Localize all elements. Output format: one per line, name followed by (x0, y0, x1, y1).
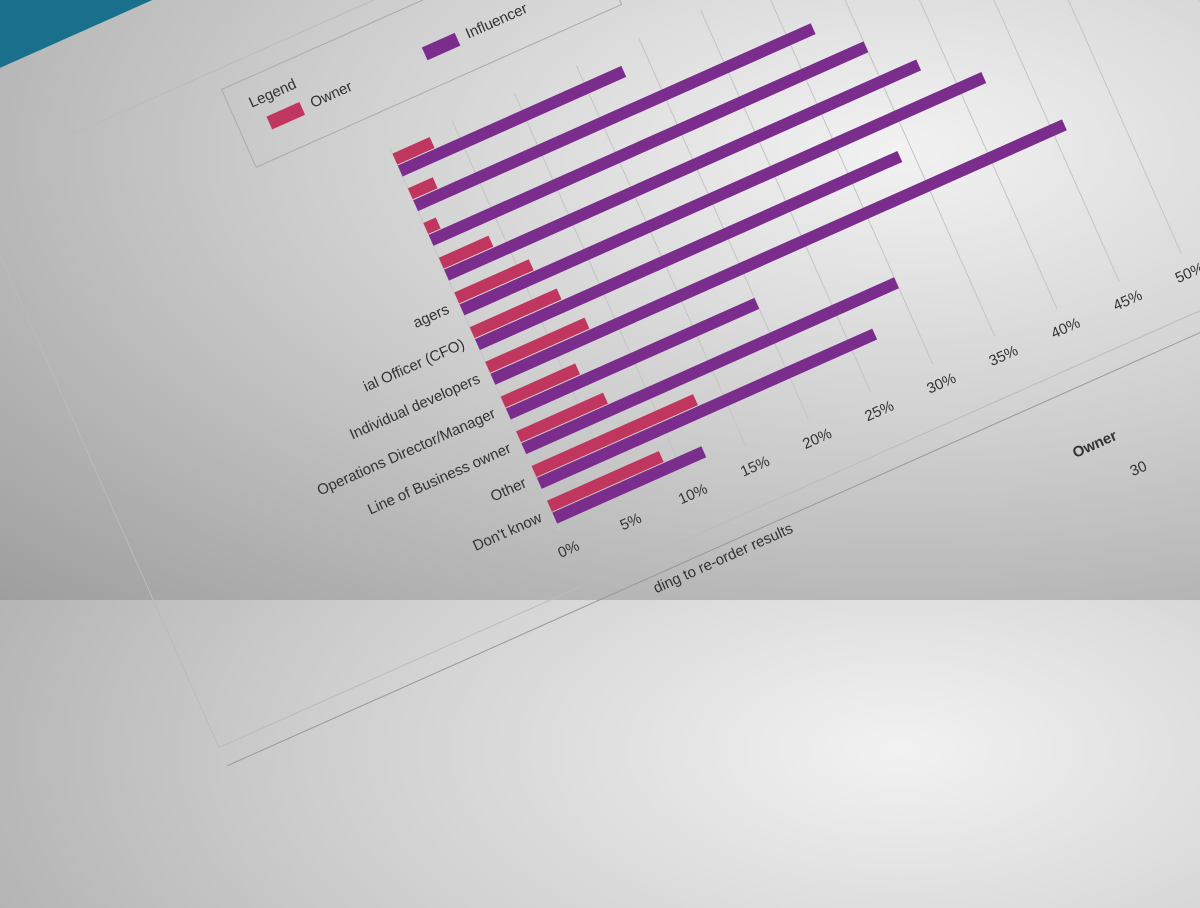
x-tick-label: 5% (617, 510, 644, 534)
legend-swatch (266, 101, 306, 130)
chart: Contact Acco Legend ding to re-order res… (0, 0, 1200, 767)
x-tick-label: 0% (555, 537, 582, 561)
grid-line (700, 9, 872, 392)
bar (392, 137, 435, 165)
grid-line (948, 0, 1120, 282)
legend-label: Influencer (463, 0, 530, 42)
bar (413, 23, 816, 212)
bar (397, 65, 627, 177)
legend-label: Owner (308, 78, 355, 112)
bar (474, 150, 903, 351)
y-tick-label: Other (488, 475, 529, 506)
bar (485, 317, 590, 373)
bar (438, 235, 494, 269)
bar (490, 119, 1067, 385)
bar (505, 297, 760, 420)
x-tick-label: 25% (862, 397, 896, 425)
table-border (226, 277, 1200, 767)
bar (531, 394, 698, 478)
table-cell: 30 (1127, 458, 1149, 480)
x-tick-label: 10% (676, 480, 710, 508)
x-tick-label: 20% (800, 425, 834, 453)
x-tick-label: 15% (738, 453, 772, 481)
grid-line (824, 0, 996, 337)
x-tick-label: 45% (1111, 287, 1145, 315)
bar (459, 72, 987, 316)
bar (423, 217, 441, 235)
grid-line (886, 0, 1058, 309)
grid-line (1010, 0, 1182, 254)
x-tick-label: 35% (986, 342, 1020, 370)
bar (521, 277, 899, 455)
bar (552, 446, 707, 524)
footer-text: ding to re-order results (651, 520, 796, 597)
x-tick-label: 40% (1049, 314, 1083, 342)
nav-bar (0, 0, 260, 181)
chart-panel (0, 0, 1200, 749)
bar (428, 41, 869, 246)
screen: Contact Acco Legend ding to re-order res… (0, 0, 1200, 767)
table-header: Owner (1070, 427, 1120, 462)
x-tick-label: 50% (1173, 259, 1200, 287)
bar (407, 177, 438, 200)
legend-box (220, 0, 623, 168)
bar (444, 59, 922, 281)
legend-swatch (421, 32, 461, 61)
bar (546, 450, 664, 512)
bar (500, 363, 581, 408)
bar (469, 288, 562, 339)
y-tick-label: agers (411, 301, 452, 332)
x-tick-label: 30% (924, 370, 958, 398)
bar (454, 259, 534, 304)
bar (516, 392, 608, 443)
y-tick-label: Don't know (470, 509, 544, 555)
bar (536, 328, 878, 489)
